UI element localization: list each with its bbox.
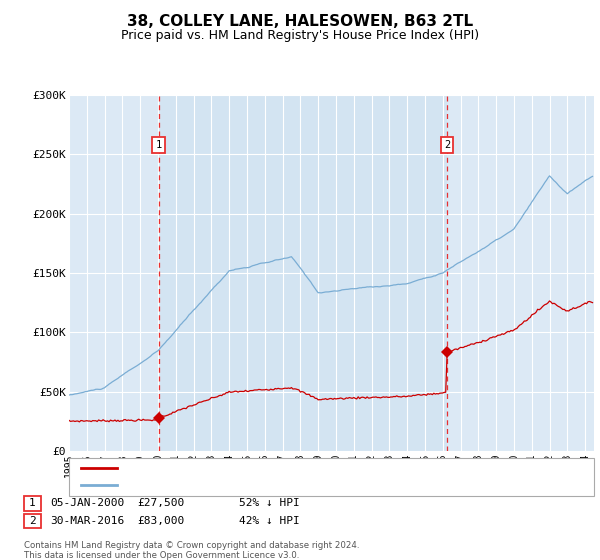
Text: HPI: Average price, semi-detached house, Dudley: HPI: Average price, semi-detached house,… — [123, 480, 417, 490]
Text: 38, COLLEY LANE, HALESOWEN, B63 2TL (semi-detached house): 38, COLLEY LANE, HALESOWEN, B63 2TL (sem… — [123, 463, 479, 473]
Text: 52% ↓ HPI: 52% ↓ HPI — [239, 498, 299, 508]
Text: 05-JAN-2000: 05-JAN-2000 — [50, 498, 124, 508]
Text: 2: 2 — [444, 140, 451, 150]
Text: 1: 1 — [155, 140, 162, 150]
Text: £83,000: £83,000 — [137, 516, 184, 526]
Text: Contains HM Land Registry data © Crown copyright and database right 2024.
This d: Contains HM Land Registry data © Crown c… — [24, 541, 359, 560]
Text: £27,500: £27,500 — [137, 498, 184, 508]
Text: 38, COLLEY LANE, HALESOWEN, B63 2TL: 38, COLLEY LANE, HALESOWEN, B63 2TL — [127, 14, 473, 29]
Text: 1: 1 — [29, 498, 36, 508]
Text: 2: 2 — [29, 516, 36, 526]
Text: 42% ↓ HPI: 42% ↓ HPI — [239, 516, 299, 526]
Text: Price paid vs. HM Land Registry's House Price Index (HPI): Price paid vs. HM Land Registry's House … — [121, 29, 479, 42]
Text: 30-MAR-2016: 30-MAR-2016 — [50, 516, 124, 526]
Bar — [158, 95, 447, 451]
